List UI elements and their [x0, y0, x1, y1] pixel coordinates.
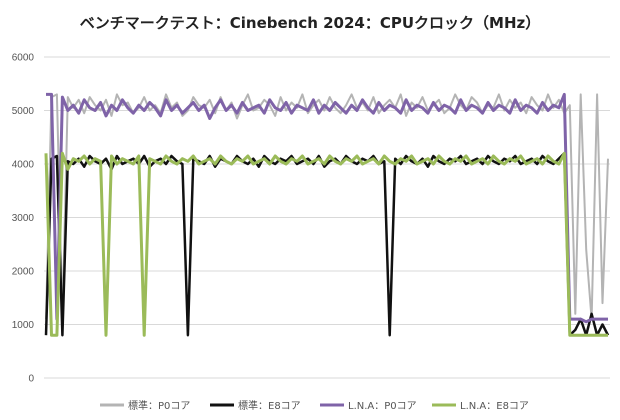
- y-tick-label: 0: [28, 374, 34, 385]
- y-axis-tick-labels: 0 1000 2000 3000 4000 5000 6000: [12, 53, 35, 385]
- legend-label-2: 標準：E8コア: [238, 399, 301, 412]
- y-tick-label: 4000: [12, 160, 35, 171]
- series-line-3: [46, 92, 608, 324]
- chart-title: ベンチマークテスト：Cinebench 2024：CPUクロック（MHz）: [80, 14, 541, 32]
- series-lines: [44, 92, 610, 337]
- legend-label-4: L.N.A：E8コア: [460, 401, 529, 412]
- y-tick-label: 3000: [12, 213, 35, 224]
- y-tick-label: 2000: [12, 267, 35, 278]
- legend-label-3: L.N.A：P0コア: [348, 401, 417, 412]
- y-tick-label: 5000: [12, 106, 35, 117]
- legend-label-1: 標準：P0コア: [128, 399, 190, 412]
- y-tick-label: 6000: [12, 53, 35, 64]
- series-line-4: [44, 151, 608, 337]
- y-tick-label: 1000: [12, 320, 35, 331]
- legend: 標準：P0コア 標準：E8コア L.N.A：P0コア L.N.A：E8コア: [100, 399, 529, 412]
